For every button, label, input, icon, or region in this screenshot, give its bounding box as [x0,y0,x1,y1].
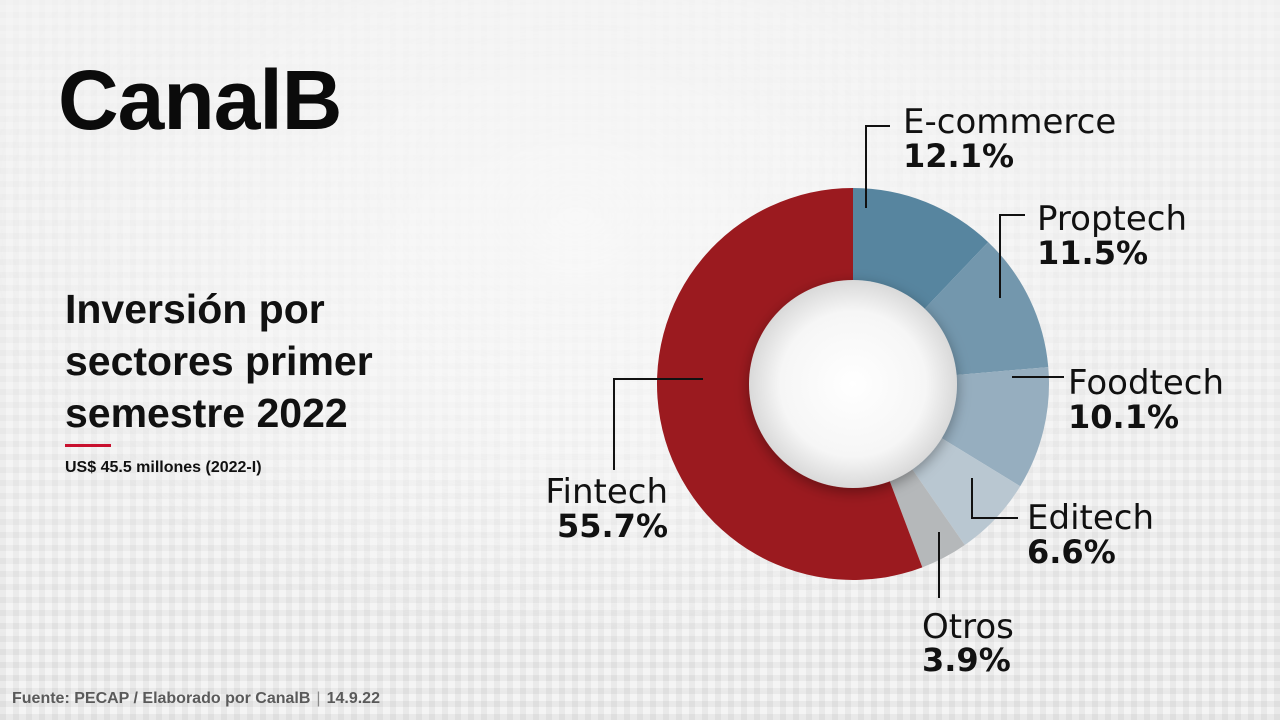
leader-line-proptech [999,214,1025,298]
canalb-logo: CanalB [58,53,342,147]
footer-date: 14.9.22 [326,690,380,707]
slice-value-e-commerce: 12.1% [903,137,1014,175]
slice-value-fintech: 55.7% [557,507,668,545]
slice-label-proptech: Proptech [1037,199,1187,239]
slice-label-e-commerce: E-commerce [903,102,1116,142]
donut-center [749,280,957,488]
chart-subtitle: US$ 45.5 millones (2022-I) [65,459,262,476]
slice-e-commerce [853,188,989,312]
footer-source: Fuente: PECAP / Elaborado por CanalB [12,690,311,707]
leader-line-e-commerce [865,125,890,208]
slice-foodtech [938,367,1049,487]
footer-separator: | [316,690,321,707]
footer: Fuente: PECAP / Elaborado por CanalB | 14.… [12,690,380,708]
slice-label-fintech: Fintech [545,472,668,512]
slice-value-editech: 6.6% [1027,533,1116,571]
slice-value-proptech: 11.5% [1037,234,1148,272]
slice-label-otros: Otros [922,607,1014,647]
title-accent-line [65,444,111,447]
leader-line-fintech [613,378,703,470]
leader-line-editech [971,478,1018,519]
slice-value-otros: 3.9% [922,641,1011,679]
slice-fintech [657,188,923,580]
slice-otros [888,466,965,568]
slice-label-editech: Editech [1027,498,1154,538]
chart-title: Inversión por sectores primer semestre 2… [65,286,373,436]
slice-value-foodtech: 10.1% [1068,398,1179,436]
slice-proptech [921,242,1049,376]
slice-label-foodtech: Foodtech [1068,363,1224,403]
